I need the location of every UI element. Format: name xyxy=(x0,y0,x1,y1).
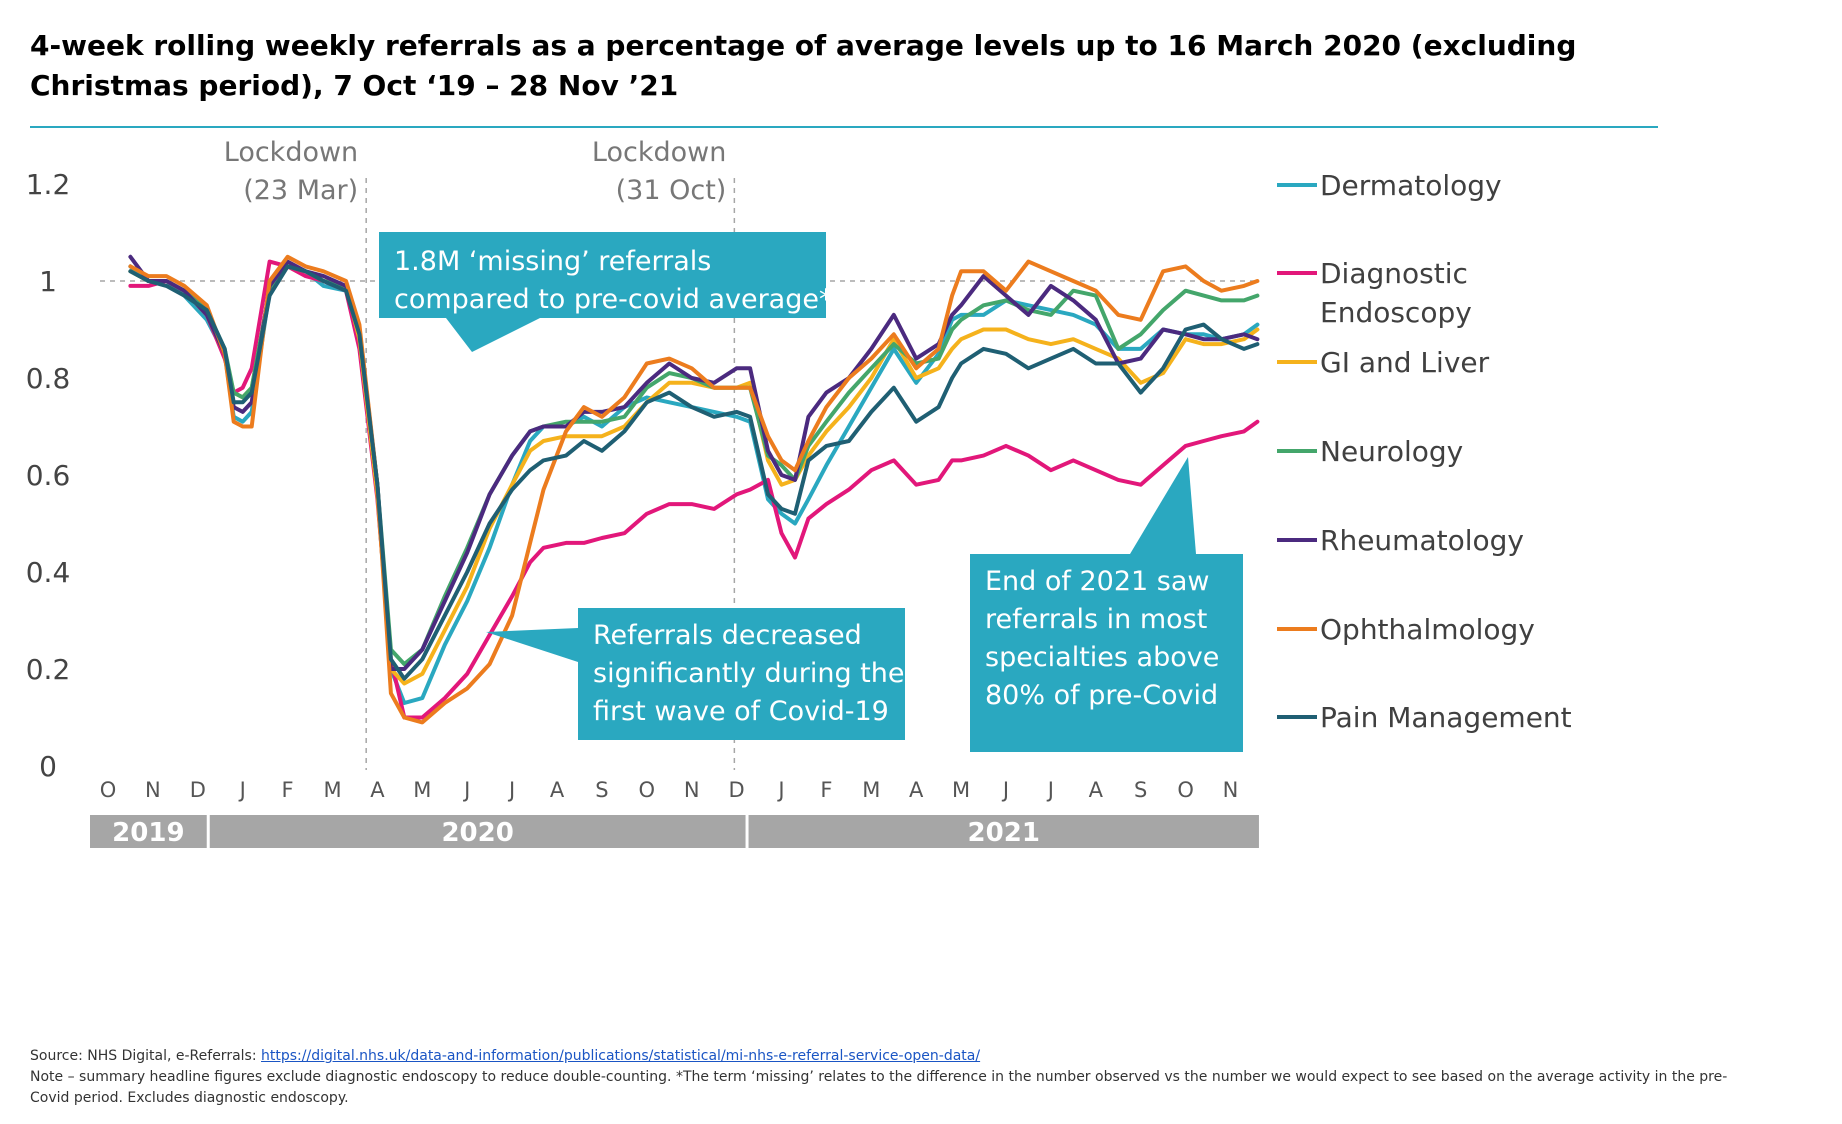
legend-label: Ophthalmology xyxy=(1320,613,1535,646)
legend-label: Dermatology xyxy=(1320,169,1502,202)
legend-item-ophthalmology: Ophthalmology xyxy=(1277,613,1535,646)
legend-item-gi-and-liver: GI and Liver xyxy=(1277,346,1490,379)
legend-label: GI and Liver xyxy=(1320,346,1490,379)
x-tick-label: N xyxy=(684,778,700,802)
x-tick-label: O xyxy=(639,778,656,802)
callout-decrease: Referrals decreased significantly during … xyxy=(486,608,905,740)
y-tick-label: 0 xyxy=(39,750,57,783)
x-tick-label: F xyxy=(820,778,832,802)
lockdown-label: Lockdown xyxy=(592,137,726,168)
callout-pointer xyxy=(446,318,540,352)
y-tick-label: 1.2 xyxy=(26,168,71,201)
title-divider xyxy=(30,126,1658,128)
legend-item-rheumatology: Rheumatology xyxy=(1277,524,1524,557)
x-tick-label: J xyxy=(238,778,246,802)
legend-label: Rheumatology xyxy=(1320,524,1524,557)
x-tick-label: S xyxy=(595,778,608,802)
line-chart: Lockdown (23 Mar) Lockdown (31 Oct) 0 0.2 0.4… xyxy=(26,137,1572,848)
y-tick-label: 1 xyxy=(39,265,57,298)
y-tick-label: 0.2 xyxy=(26,653,71,686)
legend-item-neurology: Neurology xyxy=(1277,435,1463,468)
lockdown-date: (31 Oct) xyxy=(616,175,727,206)
x-tick-label: A xyxy=(550,778,565,802)
x-tick-label: A xyxy=(909,778,924,802)
year-label: 2021 xyxy=(968,818,1040,848)
x-tick-label: N xyxy=(145,778,161,802)
series-ophthalmology xyxy=(128,254,1260,725)
year-band xyxy=(209,815,746,848)
x-tick-label: M xyxy=(862,778,880,802)
series-pain-management xyxy=(128,264,1260,681)
legend-item-pain-management: Pain Management xyxy=(1277,701,1572,734)
x-tick-label: M xyxy=(413,778,431,802)
legend: Dermatology Diagnostic Endoscopy GI and Liv… xyxy=(1277,169,1572,734)
x-tick-label: O xyxy=(1177,778,1194,802)
callout-box xyxy=(970,554,1243,752)
x-tick-label: J xyxy=(776,778,784,802)
year-band xyxy=(748,815,1259,848)
callout-text: significantly during the xyxy=(593,658,904,689)
y-tick-label: 0.6 xyxy=(26,459,71,492)
year-label: 2019 xyxy=(112,818,184,848)
callout-text: Referrals decreased xyxy=(593,620,862,651)
y-tick-label: 0.4 xyxy=(26,556,71,589)
series-rheumatology xyxy=(128,254,1260,671)
y-axis: 0 0.2 0.4 0.6 0.8 1 1.2 xyxy=(26,168,71,783)
x-tick-label: J xyxy=(1046,778,1054,802)
legend-label: Endoscopy xyxy=(1320,296,1472,329)
x-tick-label: A xyxy=(1089,778,1104,802)
legend-label: Neurology xyxy=(1320,435,1463,468)
source-prefix: Source: NHS Digital, e-Referrals: xyxy=(30,1048,262,1064)
x-tick-label: M xyxy=(323,778,341,802)
callouts: 1.8M ‘missing’ referrals compared to pre-… xyxy=(379,232,1243,752)
legend-label: Pain Management xyxy=(1320,701,1572,734)
source-link[interactable]: https://digital.nhs.uk/data-and-informat… xyxy=(261,1048,981,1064)
x-tick-label: O xyxy=(100,778,117,802)
callout-text: 80% of pre-Covid xyxy=(985,680,1218,711)
callout-text: End of 2021 saw xyxy=(985,566,1210,597)
x-tick-label: J xyxy=(1001,778,1009,802)
callout-missing: 1.8M ‘missing’ referrals compared to pre-… xyxy=(379,232,832,352)
legend-label: Diagnostic xyxy=(1320,257,1468,290)
x-tick-label: A xyxy=(370,778,385,802)
y-tick-label: 0.8 xyxy=(26,362,71,395)
callout-box xyxy=(578,608,905,740)
year-bands: 2019 2020 2021 xyxy=(90,815,1259,848)
series-lines xyxy=(128,254,1260,725)
chart-title: 4-week rolling weekly referrals as a per… xyxy=(30,29,1577,102)
lockdown-date: (23 Mar) xyxy=(243,175,358,206)
x-tick-label: M xyxy=(952,778,970,802)
x-tick-label: J xyxy=(507,778,515,802)
legend-item-diagnostic-endoscopy: Diagnostic Endoscopy xyxy=(1277,257,1472,329)
callout-end2021: End of 2021 saw referrals in most specialt… xyxy=(970,457,1243,752)
callout-pointer xyxy=(1130,457,1196,554)
x-tick-label: S xyxy=(1134,778,1147,802)
year-label: 2020 xyxy=(441,818,513,848)
x-tick-label: D xyxy=(729,778,745,802)
callout-box xyxy=(379,232,826,318)
x-tick-label: J xyxy=(462,778,470,802)
x-tick-label: F xyxy=(282,778,294,802)
lockdown-label: Lockdown xyxy=(224,137,358,168)
footnote: Note – summary headline figures exclude … xyxy=(30,1069,1728,1106)
callout-text: referrals in most xyxy=(985,604,1207,635)
source-line: Source: NHS Digital, e-Referrals: https:… xyxy=(30,1046,1730,1067)
callout-text: 1.8M ‘missing’ referrals xyxy=(394,246,711,277)
callout-text: specialties above xyxy=(985,642,1219,673)
year-band xyxy=(90,815,207,848)
callout-text: compared to pre-covid average* xyxy=(394,284,832,315)
footer: Source: NHS Digital, e-Referrals: https:… xyxy=(30,1046,1730,1109)
x-tick-label: D xyxy=(190,778,206,802)
callout-text: first wave of Covid-19 xyxy=(593,696,889,727)
callout-pointer xyxy=(486,628,578,662)
x-tick-label: N xyxy=(1223,778,1239,802)
legend-item-dermatology: Dermatology xyxy=(1277,169,1502,202)
